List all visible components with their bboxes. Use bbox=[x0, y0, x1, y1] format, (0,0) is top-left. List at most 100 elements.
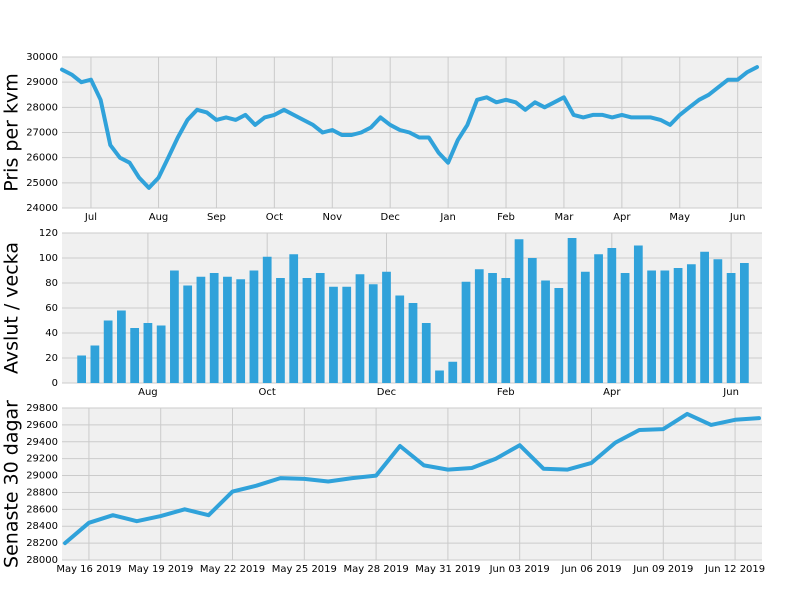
y-tick-label: 29600 bbox=[26, 420, 58, 431]
x-tick-label: Oct bbox=[259, 387, 276, 398]
x-tick-label: Jun bbox=[722, 387, 739, 398]
x-tick-label: Feb bbox=[497, 212, 515, 223]
x-tick-label: Jul bbox=[84, 212, 97, 223]
x-tick-label: Jun 12 2019 bbox=[704, 564, 765, 575]
bar bbox=[739, 263, 749, 383]
x-tick-label: Aug bbox=[138, 387, 158, 398]
bar bbox=[448, 361, 458, 383]
bar bbox=[501, 278, 511, 383]
y-axis-label: Avslut / vecka bbox=[1, 242, 23, 374]
bar bbox=[461, 281, 471, 383]
bar bbox=[554, 288, 564, 383]
bar bbox=[673, 268, 683, 383]
bar bbox=[474, 269, 484, 383]
bar bbox=[421, 323, 431, 383]
bar bbox=[196, 276, 206, 383]
x-tick-label: Nov bbox=[323, 212, 343, 223]
bar bbox=[514, 239, 524, 383]
x-tick-label: Sep bbox=[207, 212, 226, 223]
y-tick-label: 120 bbox=[39, 228, 58, 239]
bar bbox=[607, 248, 617, 383]
y-axis-label: Senaste 30 dagar bbox=[1, 400, 23, 568]
y-tick-label: 27000 bbox=[26, 128, 58, 139]
x-tick-label: Jan bbox=[439, 212, 455, 223]
bar bbox=[355, 274, 365, 383]
y-tick-label: 28200 bbox=[26, 538, 58, 549]
y-tick-label: 20 bbox=[45, 353, 58, 364]
y-tick-label: 28400 bbox=[26, 521, 58, 532]
y-tick-label: 29000 bbox=[26, 471, 58, 482]
x-tick-label: May 19 2019 bbox=[128, 564, 193, 575]
x-tick-label: Feb bbox=[497, 387, 515, 398]
bar bbox=[395, 295, 405, 383]
bar bbox=[660, 270, 670, 383]
y-tick-label: 29400 bbox=[26, 437, 58, 448]
y-tick-label: 28000 bbox=[26, 555, 58, 566]
bar bbox=[488, 273, 497, 383]
bar bbox=[289, 254, 299, 383]
bar bbox=[143, 323, 153, 383]
plot-background bbox=[62, 408, 762, 560]
x-tick-label: Dec bbox=[381, 212, 400, 223]
bar bbox=[315, 273, 325, 383]
bar bbox=[90, 345, 100, 383]
bar bbox=[541, 280, 550, 383]
x-tick-label: May bbox=[669, 212, 690, 223]
x-tick-label: May 28 2019 bbox=[343, 564, 408, 575]
x-tick-label: May 16 2019 bbox=[56, 564, 121, 575]
bar bbox=[236, 279, 246, 383]
bar bbox=[686, 264, 696, 383]
bar bbox=[633, 245, 643, 383]
y-tick-label: 29800 bbox=[26, 403, 58, 414]
bar bbox=[329, 286, 338, 383]
y-tick-label: 80 bbox=[45, 278, 58, 289]
y-tick-label: 28600 bbox=[26, 504, 58, 515]
y-tick-label: 28800 bbox=[26, 487, 58, 498]
bar bbox=[567, 238, 577, 383]
bar bbox=[130, 328, 140, 383]
bar bbox=[249, 270, 259, 383]
bar bbox=[156, 325, 166, 383]
bar bbox=[276, 278, 285, 383]
y-tick-label: 29000 bbox=[26, 77, 58, 88]
y-tick-label: 30000 bbox=[26, 52, 58, 63]
y-tick-label: 0 bbox=[52, 378, 58, 389]
bar bbox=[594, 254, 603, 383]
y-tick-label: 100 bbox=[39, 253, 58, 264]
x-tick-label: Dec bbox=[377, 387, 396, 398]
y-tick-label: 24000 bbox=[26, 203, 58, 214]
bar bbox=[77, 355, 87, 383]
bar bbox=[726, 273, 736, 383]
x-tick-label: Apr bbox=[603, 387, 621, 398]
x-tick-label: May 31 2019 bbox=[415, 564, 480, 575]
x-tick-label: Jun 06 2019 bbox=[560, 564, 621, 575]
x-tick-label: Jun 03 2019 bbox=[489, 564, 550, 575]
bar bbox=[183, 285, 193, 383]
y-tick-label: 40 bbox=[45, 328, 58, 339]
bar bbox=[262, 256, 272, 383]
bar bbox=[700, 251, 709, 383]
y-tick-label: 60 bbox=[45, 303, 58, 314]
bar bbox=[435, 370, 444, 383]
bar bbox=[209, 273, 219, 383]
y-tick-label: 28000 bbox=[26, 102, 58, 113]
y-tick-label: 25000 bbox=[26, 178, 58, 189]
line-series bbox=[60, 65, 759, 190]
bar bbox=[342, 286, 352, 383]
bar bbox=[302, 278, 312, 383]
x-tick-label: Mar bbox=[555, 212, 575, 223]
bar bbox=[170, 270, 179, 383]
x-tick-label: Jun bbox=[729, 212, 746, 223]
bar bbox=[382, 271, 391, 383]
bar bbox=[223, 276, 232, 383]
bar bbox=[103, 320, 113, 383]
bar bbox=[368, 284, 378, 383]
x-tick-label: Aug bbox=[149, 212, 169, 223]
x-tick-label: Jun 09 2019 bbox=[632, 564, 693, 575]
bar bbox=[117, 310, 126, 383]
x-tick-label: Apr bbox=[613, 212, 631, 223]
line-series bbox=[63, 411, 761, 546]
y-tick-label: 26000 bbox=[26, 153, 58, 164]
bar bbox=[620, 273, 630, 383]
